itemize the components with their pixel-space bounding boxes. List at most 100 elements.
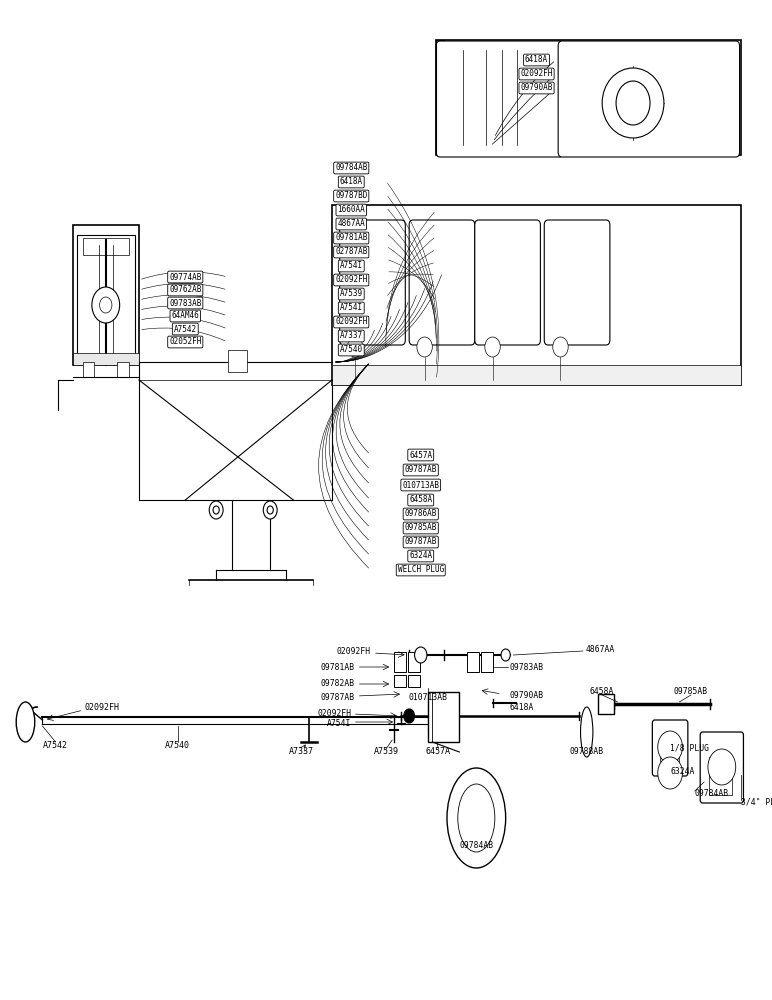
- Text: 09790AB: 09790AB: [520, 84, 553, 93]
- FancyBboxPatch shape: [700, 732, 743, 803]
- Text: 09786AB: 09786AB: [405, 510, 437, 518]
- Text: 6457A: 6457A: [409, 450, 432, 460]
- Bar: [408, 675, 420, 687]
- Text: 6458A: 6458A: [409, 495, 432, 504]
- FancyBboxPatch shape: [436, 41, 564, 157]
- Bar: [481, 652, 493, 672]
- Text: 09787AB: 09787AB: [405, 538, 437, 546]
- Bar: [332, 205, 741, 385]
- Bar: [73, 353, 139, 365]
- Text: 4867AA: 4867AA: [337, 220, 365, 229]
- FancyBboxPatch shape: [558, 41, 740, 157]
- Text: 02092FH: 02092FH: [520, 70, 553, 79]
- Text: A754I: A754I: [340, 304, 363, 312]
- Bar: [598, 694, 614, 714]
- Bar: [428, 692, 459, 742]
- Bar: [394, 652, 406, 672]
- Text: 09783AB: 09783AB: [510, 662, 543, 672]
- Ellipse shape: [658, 757, 682, 789]
- Bar: [332, 365, 741, 385]
- Text: 6324A: 6324A: [670, 768, 695, 776]
- Text: 6418A: 6418A: [510, 704, 534, 712]
- Bar: [408, 652, 420, 672]
- Text: 02052FH: 02052FH: [169, 338, 201, 347]
- Ellipse shape: [213, 506, 219, 514]
- Ellipse shape: [447, 768, 506, 868]
- FancyBboxPatch shape: [340, 220, 405, 345]
- Ellipse shape: [263, 501, 277, 519]
- Text: 010713AB: 010713AB: [402, 481, 439, 489]
- Text: 64AM46: 64AM46: [171, 312, 199, 320]
- Ellipse shape: [347, 337, 363, 357]
- Ellipse shape: [16, 702, 35, 742]
- Text: 09782AB: 09782AB: [321, 680, 355, 688]
- FancyBboxPatch shape: [544, 220, 610, 345]
- Text: 6324A: 6324A: [409, 552, 432, 560]
- Text: 09781AB: 09781AB: [321, 664, 355, 672]
- Ellipse shape: [616, 81, 650, 125]
- Text: 09790AB: 09790AB: [510, 690, 543, 700]
- Ellipse shape: [267, 506, 273, 514]
- Ellipse shape: [553, 337, 568, 357]
- Bar: [660, 740, 679, 770]
- Ellipse shape: [708, 749, 736, 785]
- Text: 6457A: 6457A: [426, 748, 451, 756]
- Text: 4867AA: 4867AA: [585, 646, 615, 654]
- FancyBboxPatch shape: [652, 720, 688, 776]
- Bar: [436, 40, 741, 155]
- Text: A754I: A754I: [327, 718, 351, 728]
- Bar: [77, 235, 135, 360]
- Ellipse shape: [581, 707, 593, 757]
- Ellipse shape: [658, 731, 682, 763]
- Ellipse shape: [417, 337, 432, 357]
- Text: WELCH PLUG: WELCH PLUG: [398, 566, 444, 574]
- Text: A7542: A7542: [43, 740, 68, 750]
- Text: 09774AB: 09774AB: [169, 272, 201, 282]
- Text: 6418A: 6418A: [340, 178, 363, 186]
- Text: 02092FH: 02092FH: [317, 708, 351, 718]
- Ellipse shape: [404, 709, 415, 723]
- Text: A7539: A7539: [374, 748, 398, 756]
- Bar: [467, 652, 479, 672]
- Text: A7542: A7542: [174, 324, 197, 334]
- Bar: [228, 350, 247, 372]
- Text: 09785AB: 09785AB: [405, 524, 437, 532]
- Bar: [394, 675, 406, 687]
- Text: 09781AB: 09781AB: [335, 233, 367, 242]
- Ellipse shape: [501, 649, 510, 661]
- Text: 09787AB: 09787AB: [405, 466, 437, 475]
- Text: 6418A: 6418A: [525, 55, 548, 64]
- Text: 010713AB: 010713AB: [409, 694, 448, 702]
- Text: 09783AB: 09783AB: [169, 298, 201, 308]
- Text: 09784AB: 09784AB: [459, 840, 493, 850]
- Text: A7539: A7539: [340, 290, 363, 298]
- Text: A7337: A7337: [289, 748, 313, 756]
- Bar: [709, 757, 732, 795]
- Ellipse shape: [602, 68, 664, 138]
- Text: 09788AB: 09788AB: [570, 748, 604, 756]
- Text: 02092FH: 02092FH: [335, 275, 367, 284]
- Text: A754I: A754I: [340, 261, 363, 270]
- Ellipse shape: [92, 287, 120, 323]
- Text: 09762AB: 09762AB: [169, 286, 201, 294]
- Text: 09787AB: 09787AB: [321, 692, 355, 702]
- Text: A7540: A7540: [340, 346, 363, 355]
- Ellipse shape: [415, 647, 427, 663]
- Bar: [83, 362, 94, 377]
- Text: 1660AA: 1660AA: [337, 206, 365, 215]
- Text: 09784AB: 09784AB: [335, 163, 367, 172]
- Text: 09785AB: 09785AB: [674, 688, 708, 696]
- Text: 3/4" PLUG: 3/4" PLUG: [741, 798, 772, 806]
- Text: A7540: A7540: [165, 740, 190, 750]
- Text: 02787AB: 02787AB: [335, 247, 367, 256]
- Text: 02092FH: 02092FH: [335, 318, 367, 326]
- Bar: [73, 225, 139, 365]
- Text: 09784AB: 09784AB: [695, 788, 729, 798]
- Ellipse shape: [458, 784, 495, 852]
- Bar: [117, 362, 129, 377]
- Text: 02092FH: 02092FH: [337, 648, 371, 656]
- Text: 1/8 PLUG: 1/8 PLUG: [670, 744, 709, 752]
- Text: 6458A: 6458A: [590, 688, 615, 696]
- FancyBboxPatch shape: [475, 220, 540, 345]
- Bar: [428, 697, 455, 732]
